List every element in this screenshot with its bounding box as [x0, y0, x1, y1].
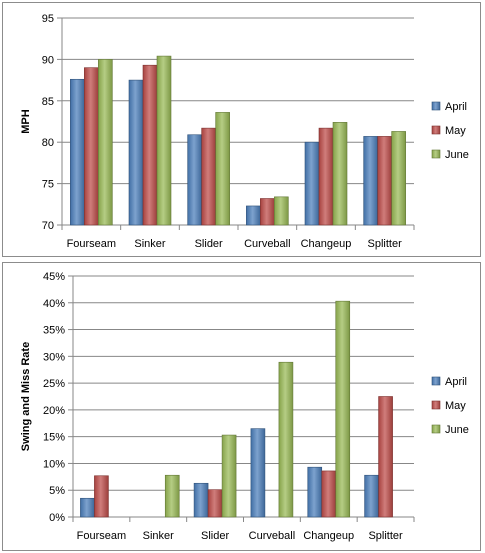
swing-category-label: Changeup	[303, 530, 354, 542]
swing-legend-swatch-april	[431, 376, 441, 386]
swing-bar-april-slider	[193, 482, 209, 518]
swing-bar-april-curveball	[250, 428, 266, 518]
mph-bar-april-changeup	[304, 141, 320, 226]
mph-bar-april-fourseam	[70, 78, 85, 226]
swing-category-label: Curveball	[249, 530, 295, 542]
mph-bar-may-curveball	[260, 198, 275, 226]
mph-legend-swatch-april	[431, 101, 441, 111]
swing-ytick-label: 45%	[43, 271, 65, 283]
mph-bar-june-splitter	[391, 131, 406, 226]
swing-bar-may-splitter	[378, 396, 393, 518]
mph-bar-june-sinker	[156, 55, 172, 226]
mph-bar-may-slider	[201, 127, 216, 226]
mph-category-label: Changeup	[301, 238, 352, 250]
swing-bar-may-slider	[207, 489, 223, 518]
swing-ytick-label: 30%	[43, 351, 65, 363]
mph-legend-label-april: April	[445, 101, 467, 113]
swing-bar-april-changeup	[307, 466, 323, 518]
swing-bar-may-fourseam	[94, 475, 109, 518]
swing-bar-april-splitter	[364, 474, 379, 518]
mph-ytick-label: 70	[42, 220, 54, 232]
swing-category-label: Sinker	[143, 530, 175, 542]
mph-bar-april-curveball	[246, 205, 261, 226]
mph-legend-swatch-june	[431, 149, 441, 159]
mph-ytick-label: 80	[42, 137, 54, 149]
swing-bar-june-changeup	[335, 300, 351, 518]
swing-legend-label-april: April	[445, 376, 467, 388]
mph-legend-label-june: June	[445, 149, 469, 161]
swing-ytick-label: 5%	[49, 485, 65, 497]
mph-ytick-label: 90	[42, 54, 54, 66]
swing-ytick-label: 15%	[43, 432, 65, 444]
swing-ytick-label: 40%	[43, 298, 65, 310]
swing-ytick-label: 25%	[43, 378, 65, 390]
swing-legend-label-june: June	[445, 424, 469, 436]
swing-category-label: Splitter	[368, 530, 403, 542]
swing-bar-april-fourseam	[80, 497, 95, 518]
mph-category-label: Slider	[195, 238, 223, 250]
mph-category-label: Sinker	[134, 238, 166, 250]
swing-legend-swatch-june	[431, 424, 441, 434]
mph-bar-may-sinker	[142, 64, 158, 226]
mph-category-label: Fourseam	[67, 238, 117, 250]
mph-chart-panel: 70 75 80 85 90 95 Fourseam Sinker Slider Curvebal…	[2, 2, 481, 257]
mph-legend-swatch-may	[431, 125, 441, 135]
mph-ytick-label: 95	[42, 13, 54, 25]
swing-legend-label-may: May	[445, 400, 466, 412]
mph-bar-april-splitter	[363, 136, 378, 226]
swing-ytick-label: 35%	[43, 325, 65, 337]
mph-ytick-label: 85	[42, 96, 54, 108]
mph-bar-may-splitter	[377, 136, 392, 226]
mph-category-label: Splitter	[368, 238, 403, 250]
mph-bar-april-slider	[187, 134, 202, 226]
mph-chart: 70 75 80 85 90 95 Fourseam Sinker Slider Curvebal…	[20, 13, 469, 250]
swing-y-axis-label: Swing and Miss Rate	[20, 342, 32, 451]
mph-bar-june-curveball	[274, 196, 289, 226]
swing-bar-june-sinker	[164, 474, 180, 518]
mph-legend-label-may: May	[445, 125, 466, 137]
swing-legend-swatch-may	[431, 400, 441, 410]
mph-bar-june-changeup	[332, 122, 348, 226]
mph-bar-april-sinker	[128, 79, 144, 226]
swing-category-label: Fourseam	[77, 530, 127, 542]
mph-bar-may-fourseam	[84, 67, 99, 226]
mph-bar-june-slider	[215, 112, 230, 226]
mph-bar-june-fourseam	[98, 59, 113, 226]
mph-ytick-label: 75	[42, 179, 54, 191]
swing-miss-chart: 0% 5% 10% 15% 20% 25% 30% 35% 40% 45% Fourseam Sink…	[20, 271, 469, 542]
swing-miss-chart-panel: 0% 5% 10% 15% 20% 25% 30% 35% 40% 45% Fourseam Sink…	[2, 262, 481, 551]
mph-bar-may-changeup	[318, 127, 334, 226]
swing-bar-june-curveball	[278, 361, 294, 518]
swing-ytick-label: 0%	[49, 512, 65, 524]
swing-ytick-label: 10%	[43, 458, 65, 470]
swing-ytick-label: 20%	[43, 405, 65, 417]
swing-bar-june-slider	[221, 434, 237, 518]
mph-category-label: Curveball	[244, 238, 290, 250]
mph-y-axis-label: MPH	[20, 109, 32, 134]
swing-bar-may-changeup	[321, 470, 337, 518]
swing-category-label: Slider	[201, 530, 229, 542]
